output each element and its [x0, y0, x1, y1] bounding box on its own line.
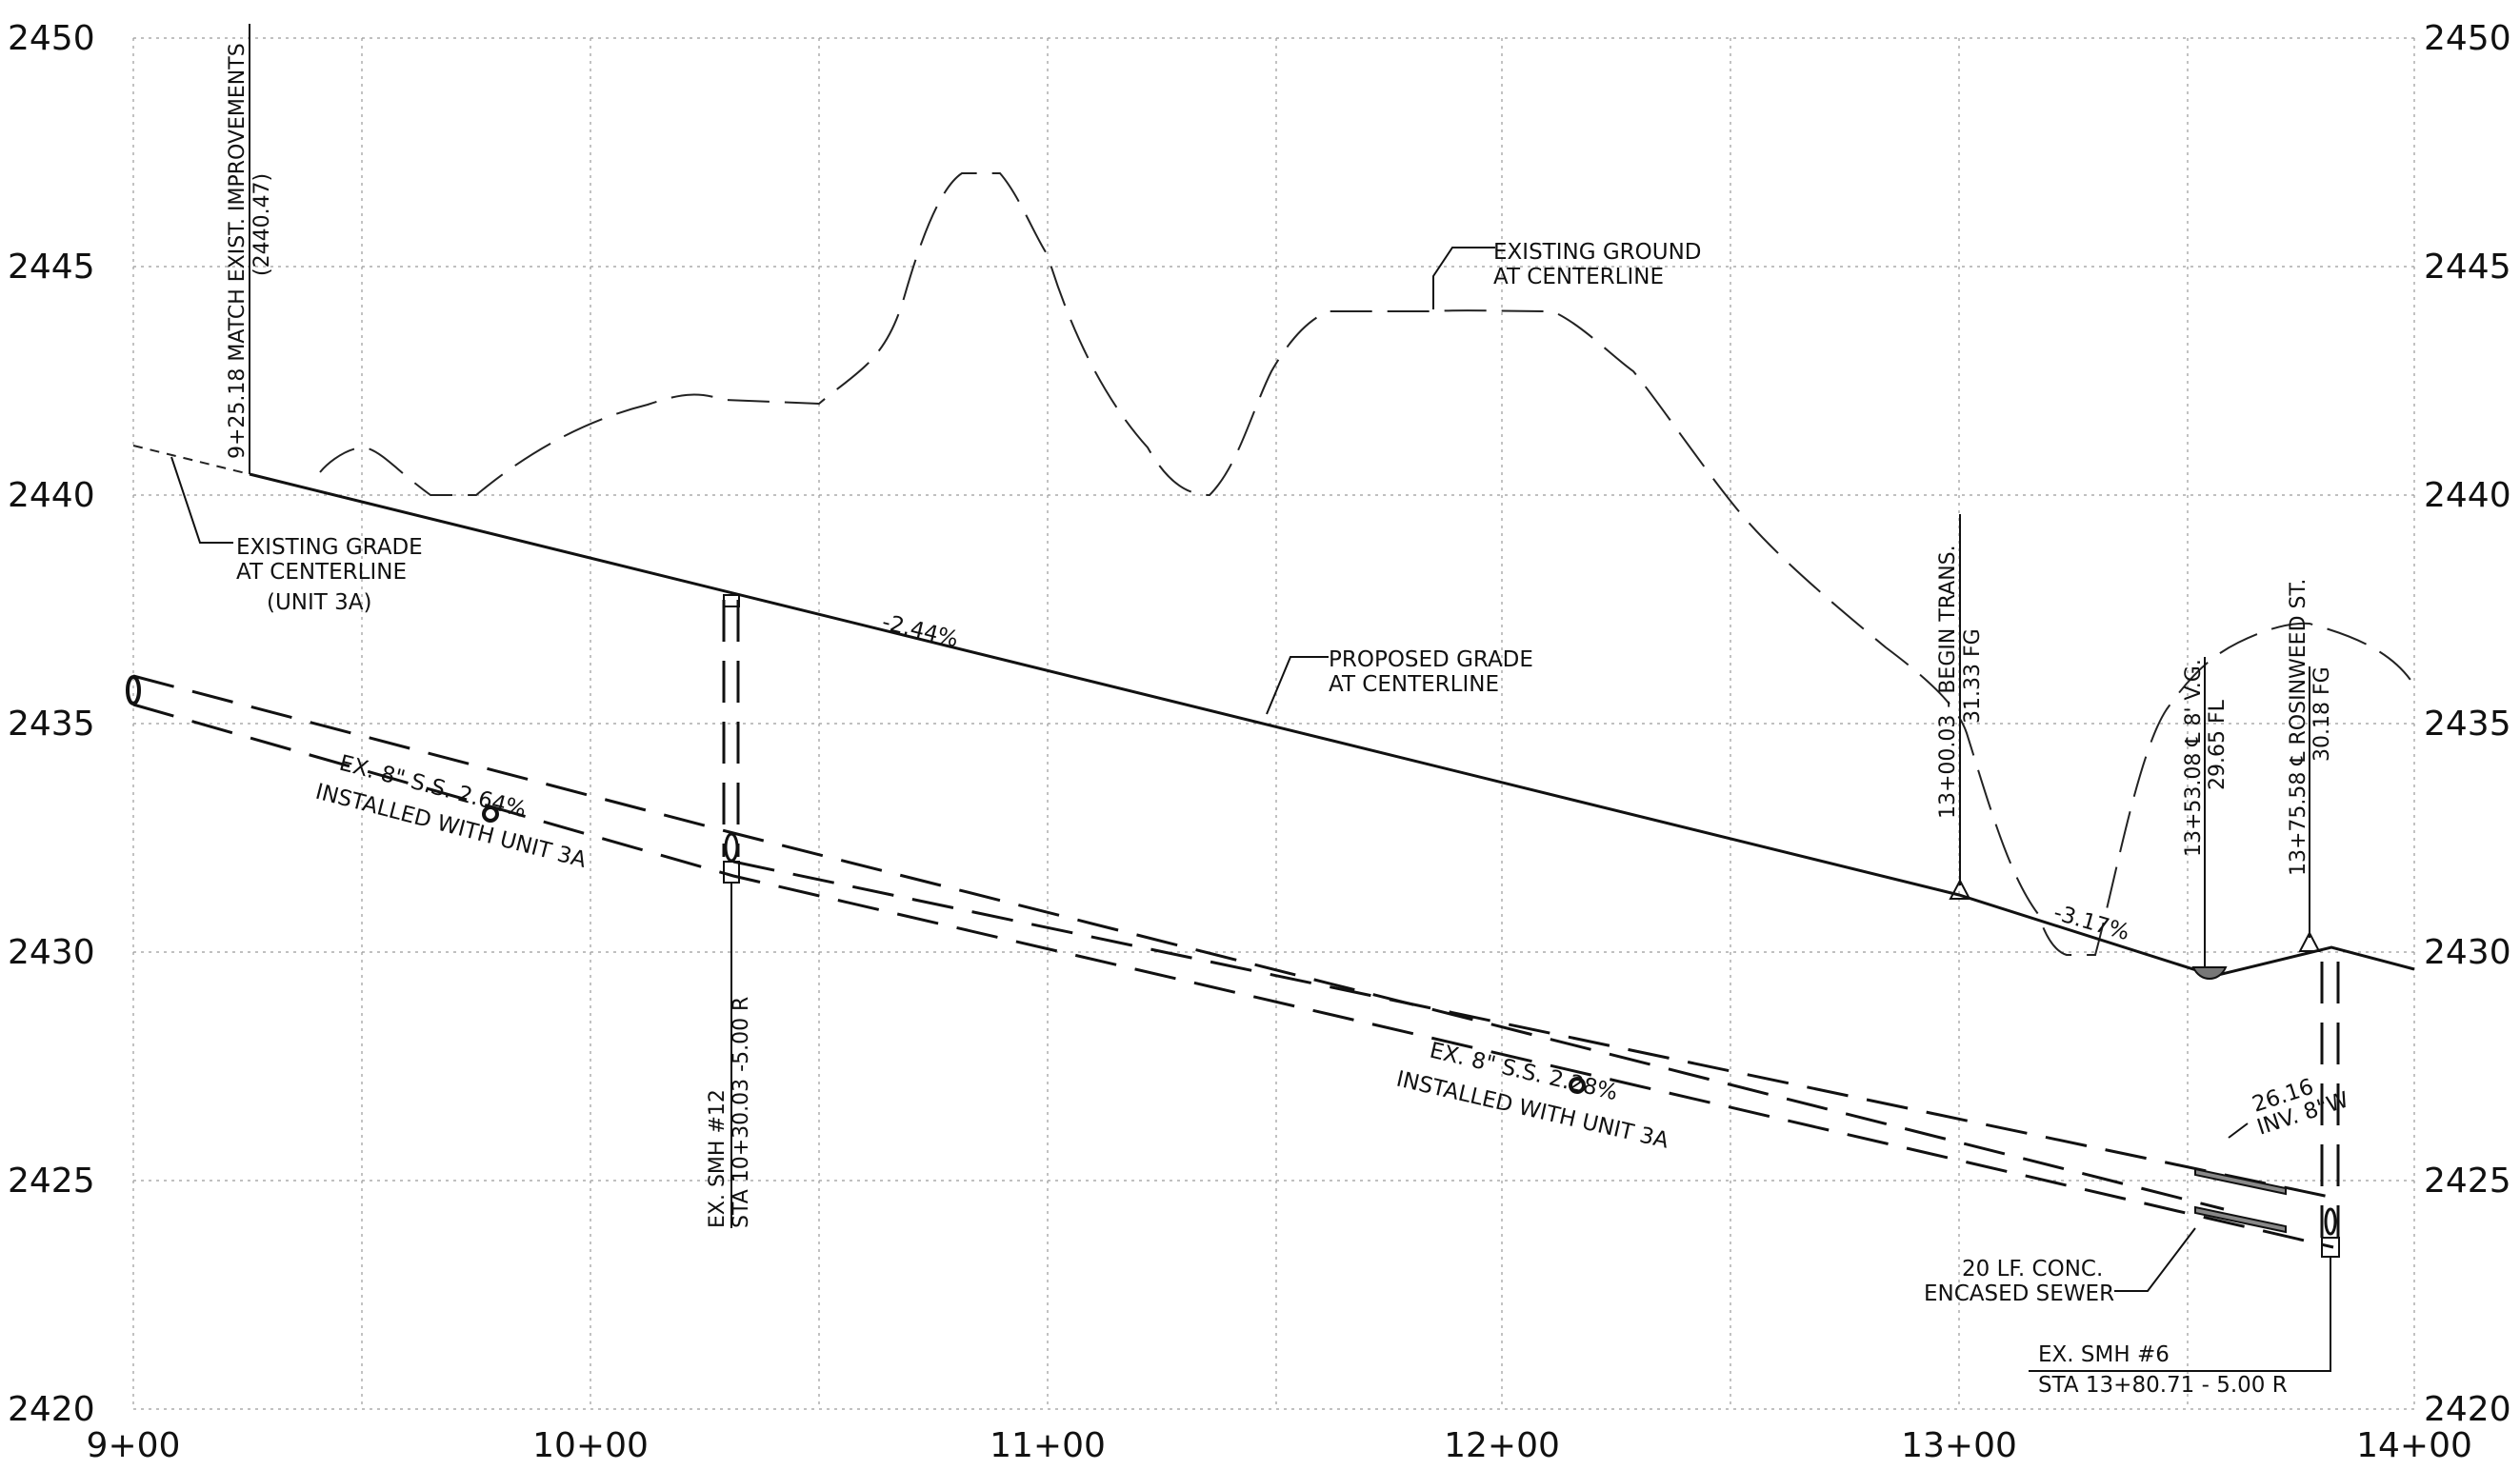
existing-grade-leader: [170, 456, 233, 544]
proposed-grade-label-1: PROPOSED GRADE: [1329, 647, 1533, 672]
sewer-pipe-top: [132, 674, 2225, 1211]
smh12-bottom: [723, 861, 740, 884]
grade-break-icon: [2298, 930, 2321, 952]
pipe-symbol-icon: [126, 675, 141, 705]
y-tick-label: 2435: [2424, 705, 2511, 744]
leaders: [170, 247, 2196, 1292]
y-tick-label: 2445: [8, 248, 95, 287]
vg-label-2: 29.65 FL: [2206, 699, 2230, 790]
y-tick-label: 2425: [2424, 1162, 2511, 1201]
existing-ground-leader: [1432, 247, 1495, 309]
sewer-pipe-upper-connector: [732, 860, 2344, 1202]
y-tick-label: 2450: [8, 19, 95, 58]
y-axis-left: 2420 2425 2430 2435 2440 2445 2450: [8, 19, 95, 1429]
sewer-pipes: [132, 600, 2344, 1249]
x-tick-label: 13+00: [1901, 1426, 2017, 1465]
station-lines: [249, 24, 2331, 1372]
encased-sewer-lower: [2194, 1205, 2287, 1234]
encased-sewer-leader: [2114, 1227, 2196, 1292]
y-tick-label: 2435: [8, 705, 95, 744]
existing-ground-label-2: AT CENTERLINE: [1493, 265, 1664, 289]
existing-ground-line: [319, 172, 2415, 956]
match-elevation-label: (2440.47): [250, 173, 274, 276]
flow-dot-icon: [1569, 1077, 1586, 1094]
rosinweed-label-1: 13+75.58 ℄ ROSINWEED ST.: [2287, 579, 2310, 876]
proposed-grade-line: [249, 472, 2415, 978]
existing-grade-label-3: (UNIT 3A): [267, 590, 372, 615]
slope-main-label: -2.44%: [880, 610, 961, 653]
smh12-label-1: EX. SMH #12: [706, 1089, 730, 1228]
valley-gutter-icon: [2191, 966, 2228, 980]
encased-label-1: 20 LF. CONC.: [1962, 1257, 2103, 1281]
y-tick-label: 2440: [8, 476, 95, 515]
begin-trans-label-2: 31.33 FG: [1961, 628, 1985, 724]
x-tick-label: 9+00: [87, 1426, 181, 1465]
flow-dot-icon: [482, 805, 499, 823]
smh6-label-2: STA 13+80.71 - 5.00 R: [2038, 1373, 2288, 1398]
smh6-leader: [2029, 1257, 2331, 1372]
existing-grade-label-2: AT CENTERLINE: [236, 560, 407, 585]
x-tick-label: 14+00: [2356, 1426, 2472, 1465]
pipe-symbol-icon: [2324, 1207, 2337, 1236]
x-tick-label: 10+00: [532, 1426, 649, 1465]
x-tick-label: 12+00: [1444, 1426, 1560, 1465]
encased-label-2: ENCASED SEWER: [1924, 1281, 2114, 1306]
y-tick-label: 2430: [2424, 933, 2511, 972]
manholes: [126, 594, 2340, 1258]
x-axis: 9+00 10+00 11+00 12+00 13+00 14+00: [87, 1426, 2472, 1465]
smh12-label-2: STA 10+30.03 -5.00 R: [730, 997, 753, 1228]
y-tick-label: 2445: [2424, 248, 2511, 287]
y-tick-label: 2420: [2424, 1390, 2511, 1429]
pipe-symbol-icon: [724, 832, 739, 863]
grid: [132, 37, 2415, 1410]
existing-grade-line: [132, 445, 250, 475]
existing-ground-label-1: EXISTING GROUND: [1493, 240, 1702, 265]
rosinweed-label-2: 30.18 FG: [2310, 666, 2334, 762]
grade-break-icon: [1949, 878, 1971, 900]
y-tick-label: 2420: [8, 1390, 95, 1429]
slope-end-label: -3.17%: [2050, 901, 2131, 945]
begin-trans-label-1: 13+00.03 - BEGIN TRANS.: [1936, 545, 1960, 819]
encased-sewer-upper: [2194, 1167, 2287, 1196]
y-tick-label: 2425: [8, 1162, 95, 1201]
existing-grade-label-1: EXISTING GRADE: [236, 535, 423, 560]
match-station-label: 9+25.18 MATCH EXIST. IMPROVEMENTS: [226, 43, 250, 459]
y-tick-label: 2440: [2424, 476, 2511, 515]
y-tick-label: 2450: [2424, 19, 2511, 58]
sewer-pipe-bottom: [132, 703, 2334, 1249]
proposed-grade-leader: [1266, 656, 1329, 715]
vg-label-1: 13+53.08 ℄ 8' V.G.: [2182, 659, 2206, 857]
smh12-top: [723, 594, 740, 607]
inv-marker-icon: [2228, 1122, 2249, 1139]
x-tick-label: 11+00: [990, 1426, 1106, 1465]
proposed-grade-label-2: AT CENTERLINE: [1329, 672, 1499, 697]
smh6-label-1: EX. SMH #6: [2038, 1342, 2170, 1367]
y-axis-right: 2420 2425 2430 2435 2440 2445 2450: [2424, 19, 2511, 1429]
y-tick-label: 2430: [8, 933, 95, 972]
